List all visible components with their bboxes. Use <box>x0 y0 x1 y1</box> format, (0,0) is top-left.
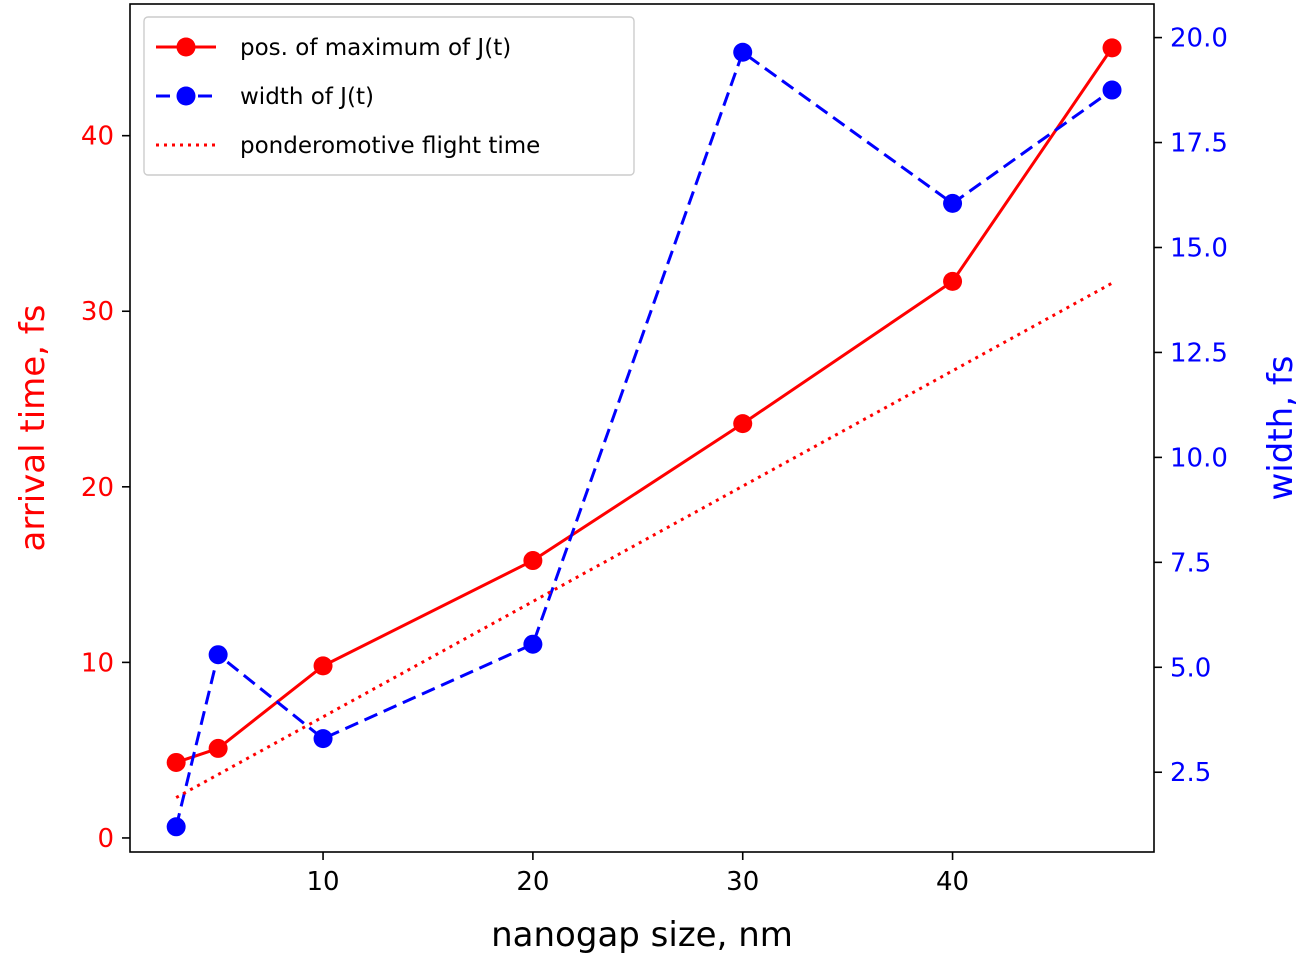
legend-label-3: ponderomotive flight time <box>240 133 540 159</box>
y-right-tick-label: 17.5 <box>1170 129 1228 159</box>
x-tick-label: 10 <box>307 867 340 897</box>
y-right-axis-ticks: 2.5 5.0 7.5 10.0 12.5 15.0 17.5 20.0 <box>1154 24 1228 788</box>
y-left-axis-ticks: 0 10 20 30 40 <box>81 122 130 854</box>
series-2-point <box>1102 80 1122 100</box>
plot-area-frame <box>129 3 1155 853</box>
y-left-tick-label: 30 <box>81 297 114 327</box>
y-left-tick-label: 40 <box>81 122 114 152</box>
y-right-tick-label: 2.5 <box>1170 758 1211 788</box>
legend: pos. of maximum of J(t) width of J(t) pond… <box>143 16 635 176</box>
series-2-point <box>313 729 333 749</box>
y-left-tick-label: 0 <box>97 824 114 854</box>
series-1-point <box>208 738 228 758</box>
y-right-tick-label: 5.0 <box>1170 653 1211 683</box>
y-left-tick-label: 20 <box>81 473 114 503</box>
series-1-point <box>943 271 963 291</box>
series-markers-layer <box>166 38 1122 837</box>
series-line-3 <box>175 281 1113 799</box>
y-right-tick-label: 10.0 <box>1170 443 1228 473</box>
legend-swatch-marker-2 <box>176 86 196 106</box>
series-1-point <box>733 414 753 434</box>
legend-label-2: width of J(t) <box>240 84 374 110</box>
y-right-tick-label: 20.0 <box>1170 24 1228 54</box>
x-tick-label: 40 <box>936 867 969 897</box>
y-right-axis-title: width, fs <box>1261 355 1301 500</box>
series-1-point <box>313 656 333 676</box>
legend-swatch-marker-1 <box>176 37 196 57</box>
y-right-tick-label: 7.5 <box>1170 548 1211 578</box>
series-1-point <box>166 752 186 772</box>
y-right-tick-label: 12.5 <box>1170 338 1228 368</box>
legend-box <box>143 16 635 176</box>
x-tick-label: 20 <box>516 867 549 897</box>
series-1-point <box>523 551 543 571</box>
x-tick-label: 30 <box>726 867 759 897</box>
series-2-point <box>208 645 228 665</box>
series-2-point <box>166 817 186 837</box>
x-axis-title: nanogap size, nm <box>491 915 793 955</box>
series-1-point <box>1102 38 1122 58</box>
series-2-point <box>943 193 963 213</box>
y-left-axis-title: arrival time, fs <box>13 305 53 552</box>
series-2-point <box>523 634 543 654</box>
y-left-tick-label: 10 <box>81 648 114 678</box>
legend-label-1: pos. of maximum of J(t) <box>240 35 511 61</box>
x-axis-ticks: 10 20 30 40 <box>307 852 969 897</box>
y-right-tick-label: 15.0 <box>1170 233 1228 263</box>
series-2-point <box>733 42 753 62</box>
